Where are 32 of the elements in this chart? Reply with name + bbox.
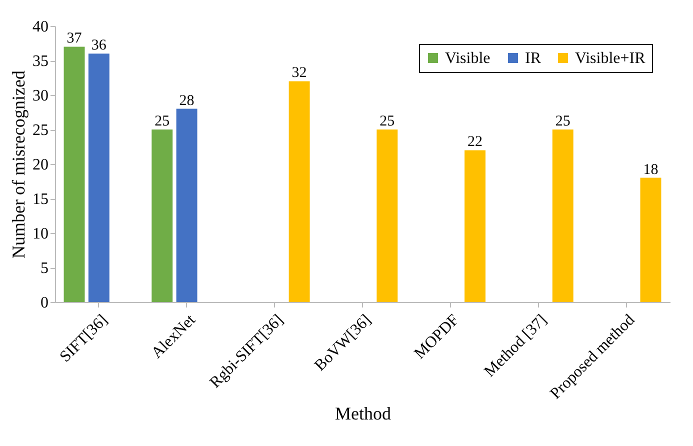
- bar: [88, 54, 110, 302]
- bar: [176, 108, 198, 302]
- data-label: 25: [555, 114, 570, 130]
- bar: [464, 150, 486, 302]
- bar: [640, 178, 662, 302]
- y-tick-label: 0: [40, 294, 48, 312]
- legend-label: Visible: [445, 50, 490, 67]
- data-label: 25: [154, 114, 170, 130]
- data-label: 25: [380, 114, 395, 130]
- bar: [376, 130, 398, 302]
- legend-label: IR: [525, 50, 542, 67]
- y-axis-title: Number of misrecognized: [8, 70, 28, 258]
- bar: [288, 81, 310, 302]
- data-label: 32: [292, 65, 307, 82]
- y-tick-label: 25: [32, 122, 48, 139]
- y-tick-label: 40: [32, 18, 48, 36]
- y-tick-label: 35: [32, 53, 48, 70]
- bar: [64, 46, 85, 302]
- x-axis-title: Method: [335, 404, 391, 424]
- data-label: 28: [179, 92, 194, 109]
- data-label: 37: [66, 30, 82, 47]
- y-tick-label: 20: [32, 156, 48, 174]
- y-tick-label: 10: [32, 226, 48, 242]
- bar: [152, 130, 173, 302]
- data-label: 22: [468, 134, 483, 150]
- y-tick-label: 30: [32, 88, 48, 104]
- data-label: 36: [91, 38, 107, 54]
- y-tick-label: 5: [40, 260, 48, 277]
- bar: [552, 130, 574, 302]
- y-tick-label: 15: [32, 191, 48, 208]
- legend-label: Visible+IR: [575, 50, 646, 67]
- data-label: 18: [643, 162, 658, 178]
